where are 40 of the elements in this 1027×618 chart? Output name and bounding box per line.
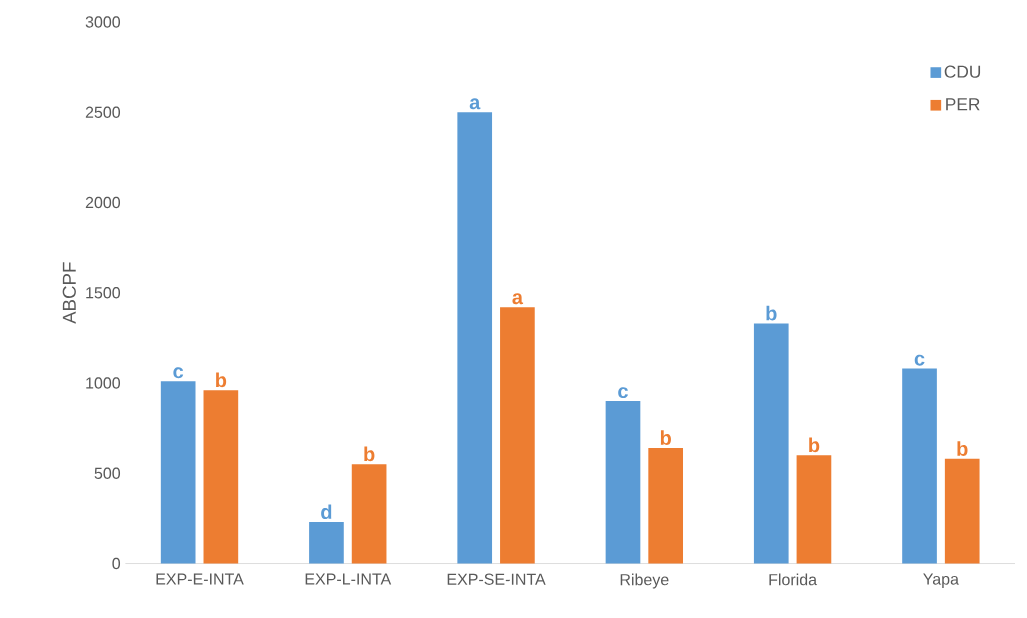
bar [648,447,684,564]
y-tick-label: 3000 [85,16,121,28]
annotation: b [957,441,968,456]
y-axis-title: ABCPF [62,262,76,324]
bar [160,381,196,564]
y-tick-label: 1000 [86,377,121,389]
legend-label: CDU [944,65,981,78]
bar [500,307,535,564]
bar [944,458,980,564]
annotation: c [914,354,925,366]
annotation: b [660,430,671,445]
annotation: b [364,446,375,462]
bar [753,323,789,564]
bar [605,400,641,564]
bar [351,464,387,564]
bar [902,368,937,564]
y-tick-label: 1500 [86,287,121,299]
y-tick-label: 2500 [85,106,121,118]
annotation: b [809,437,820,453]
annotation: b [766,305,777,321]
x-tick-label: EXP-SE-INTA [447,573,546,585]
y-tick-label: 0 [112,557,121,570]
annotation: d [321,504,332,519]
bar [309,521,344,564]
x-tick-label: Florida [769,573,818,586]
annotation: b [216,372,227,388]
annotation: a [469,98,481,110]
x-tick-label: EXP-E-INTA [156,573,244,585]
x-tick-label: Ribeye [620,573,669,589]
annotation: c [618,387,628,399]
x-tick-label: Yapa [923,573,959,588]
bar [203,390,239,564]
legend-label: PER [946,98,980,111]
annotation: c [173,367,184,379]
y-tick-label: 500 [94,467,121,479]
x-tick-label: EXP-L-INTA [305,573,392,585]
y-tick-label: 2000 [85,196,121,209]
annotation: a [512,293,524,305]
bar [457,112,493,564]
bar [796,455,832,564]
